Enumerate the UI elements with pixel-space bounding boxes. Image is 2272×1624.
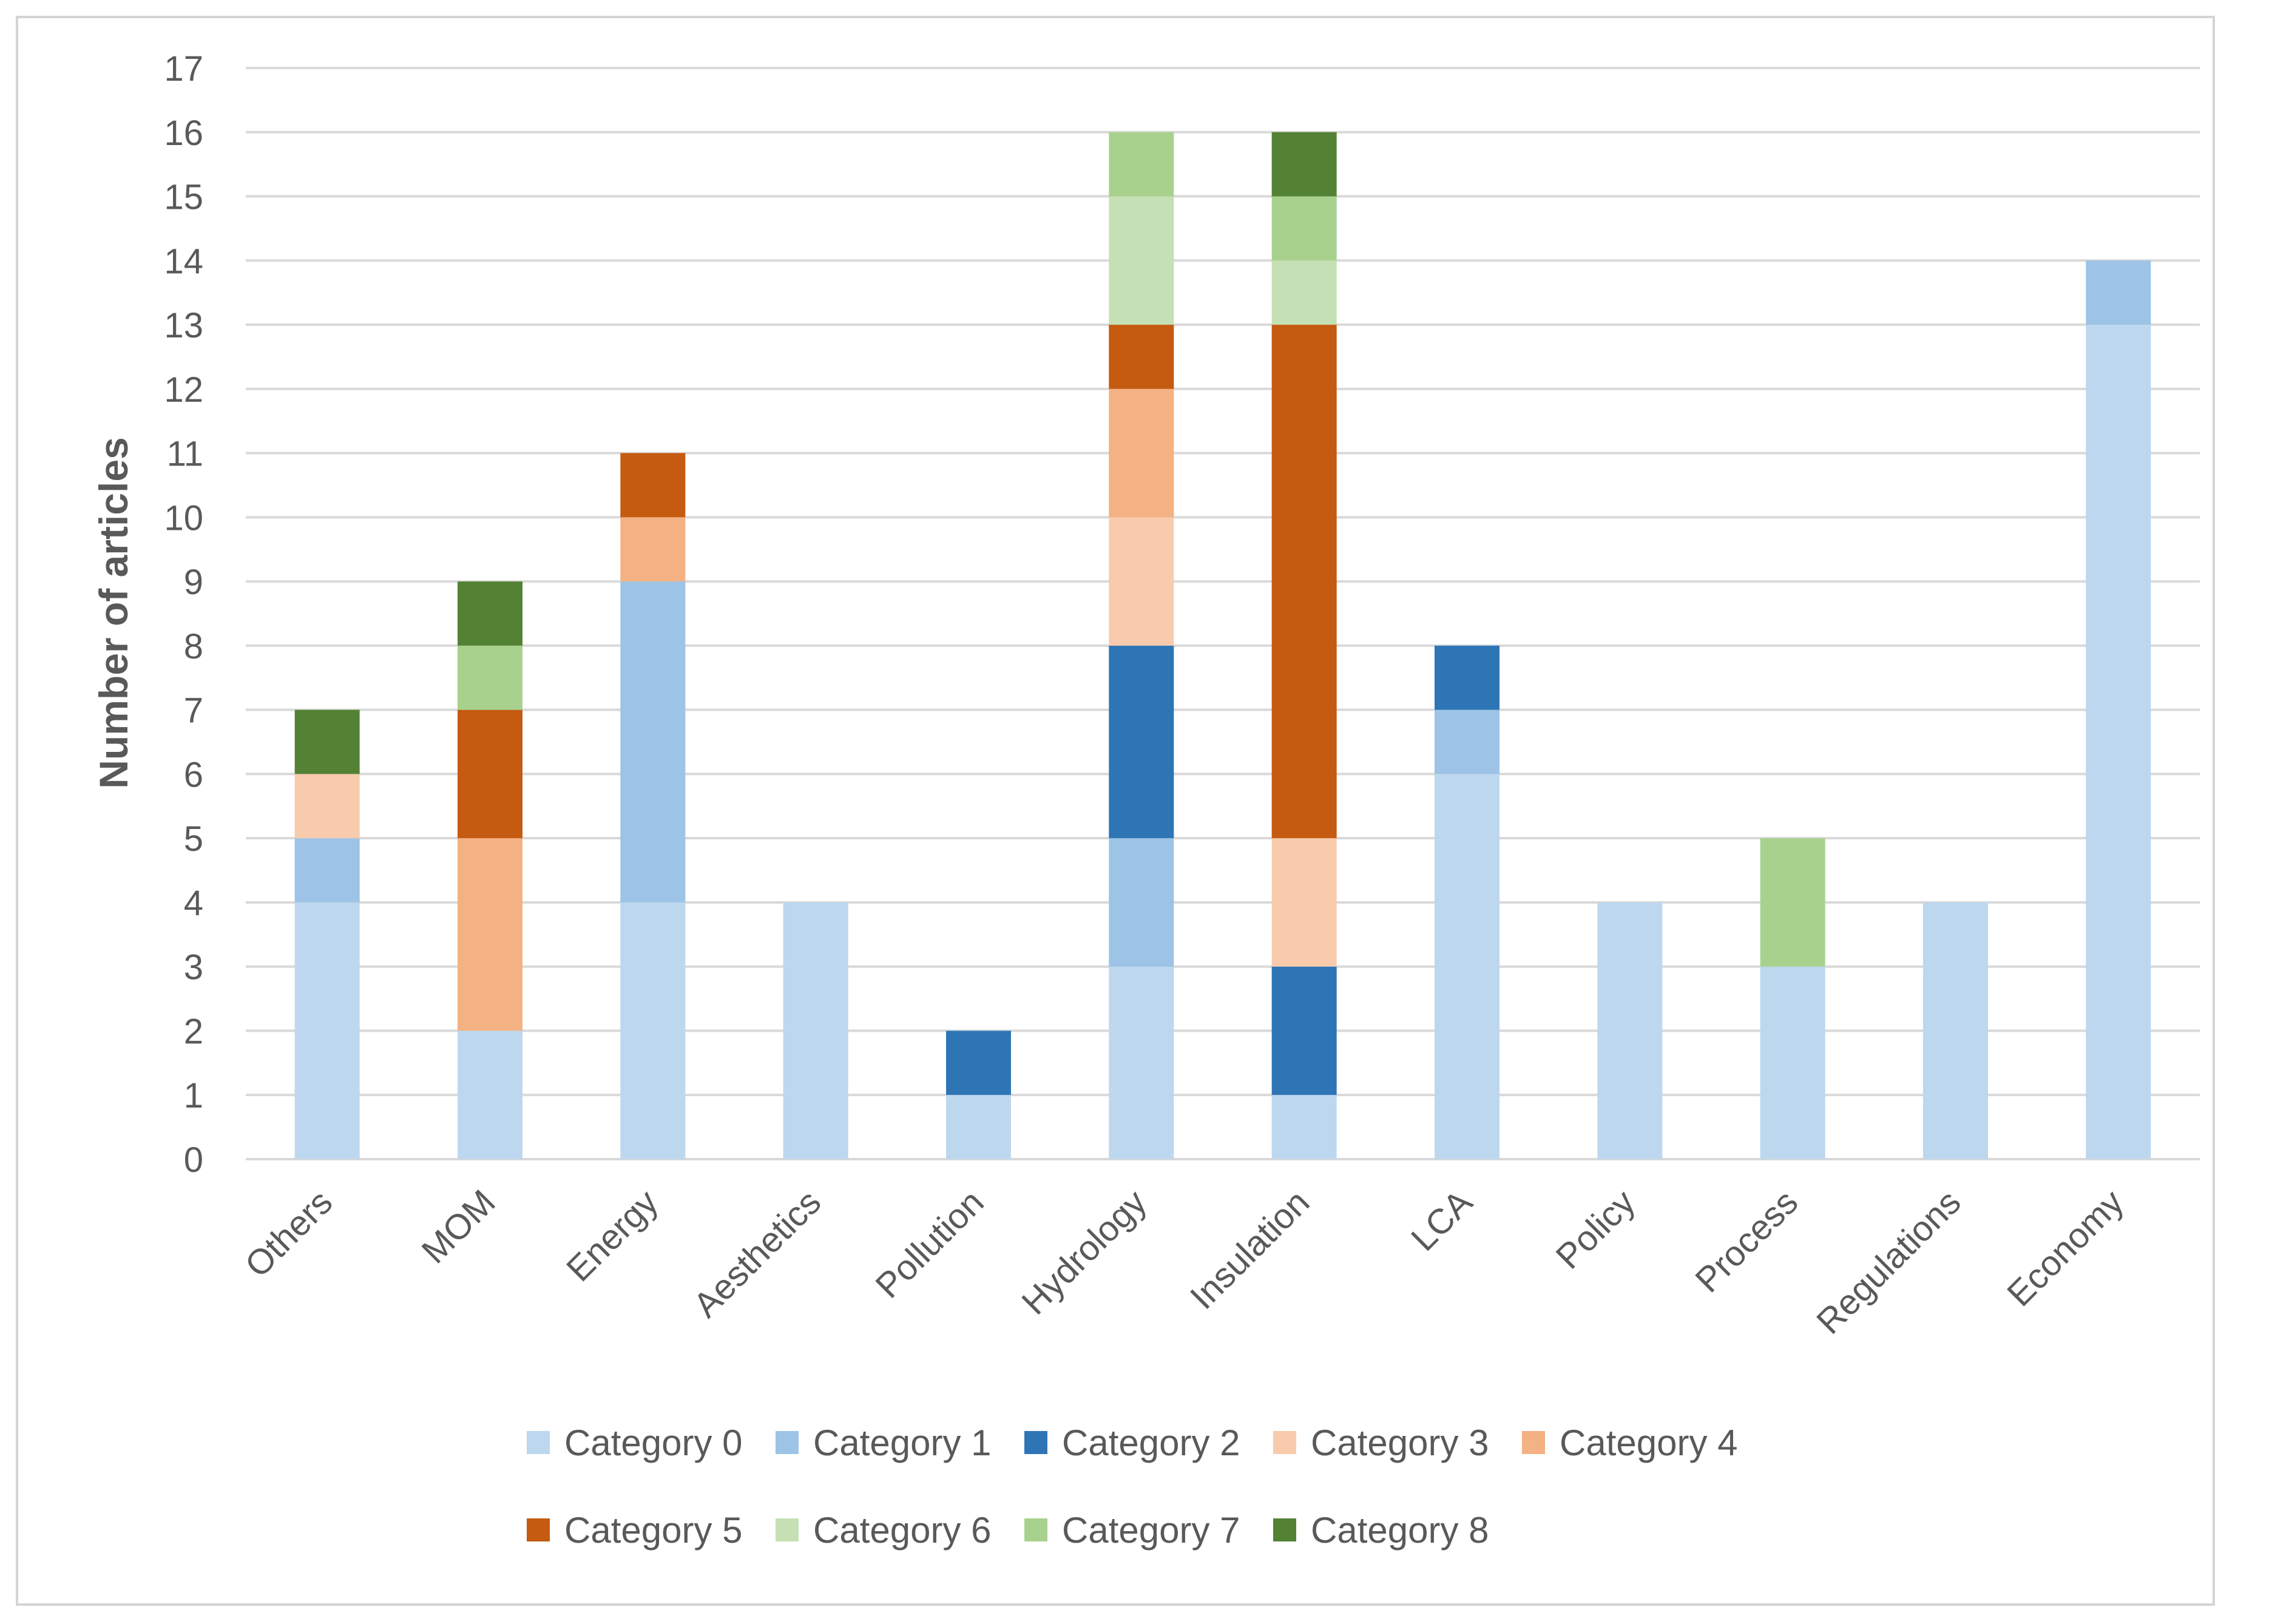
- bar-segment: [2086, 325, 2151, 1159]
- bar-segment: [946, 1095, 1011, 1159]
- x-tick-label: Regulations: [1809, 1182, 1969, 1342]
- legend-swatch: [1024, 1518, 1047, 1541]
- y-tick-label: 13: [164, 306, 203, 345]
- legend-label: Category 8: [1311, 1510, 1489, 1551]
- y-tick-label: 12: [164, 370, 203, 410]
- bar-segment: [1109, 838, 1174, 967]
- bar-segment: [1760, 838, 1825, 967]
- legend-label: Category 7: [1062, 1510, 1240, 1551]
- x-tick-label: LCA: [1404, 1182, 1480, 1259]
- y-tick-label: 11: [167, 435, 203, 474]
- x-axis-ticks: Others MOM Energy Aesthetics Pollution Hydrol…: [237, 1182, 2131, 1342]
- bar-segment: [458, 838, 522, 1031]
- x-tick-label: MOM: [414, 1182, 502, 1271]
- bar-segment: [620, 581, 686, 902]
- bar-segment: [1271, 325, 1337, 839]
- x-tick-label: Energy: [559, 1182, 666, 1289]
- y-tick-label: 7: [184, 691, 203, 731]
- y-tick-label: 15: [164, 178, 203, 217]
- legend-label: Category 2: [1062, 1423, 1240, 1463]
- y-tick-label: 4: [184, 884, 203, 923]
- legend-swatch: [1273, 1518, 1296, 1541]
- x-tick-label: Insulation: [1183, 1182, 1317, 1317]
- legend-swatch: [527, 1431, 550, 1454]
- bar-segment: [1923, 902, 1988, 1159]
- bar-segment: [620, 902, 686, 1159]
- y-tick-label: 8: [184, 627, 203, 666]
- bar-segment: [620, 453, 686, 518]
- bar-segment: [1271, 132, 1337, 197]
- x-tick-label: Policy: [1549, 1182, 1643, 1276]
- bar-segment: [1597, 902, 1663, 1159]
- bar-segment: [1271, 1095, 1337, 1159]
- bar-segment: [1435, 709, 1499, 774]
- bar-segment: [1109, 966, 1174, 1159]
- y-tick-label: 3: [184, 948, 203, 987]
- legend-label: Category 4: [1560, 1423, 1738, 1463]
- y-tick-label: 6: [184, 755, 203, 794]
- legend-swatch: [1024, 1431, 1047, 1454]
- bar-segment: [458, 581, 522, 646]
- x-tick-label: Economy: [2000, 1182, 2131, 1314]
- x-tick-label: Pollution: [868, 1182, 991, 1305]
- bar-segment: [1435, 645, 1499, 710]
- x-tick-label: Aesthetics: [686, 1182, 828, 1325]
- legend-swatch: [1273, 1431, 1296, 1454]
- x-tick-label: Hydrology: [1014, 1182, 1154, 1322]
- y-tick-label: 17: [164, 49, 203, 89]
- x-tick-label: Process: [1688, 1182, 1805, 1300]
- y-tick-label: 9: [184, 563, 203, 602]
- legend-label: Category 5: [564, 1510, 743, 1551]
- gridlines: [246, 67, 2200, 1160]
- bar-segment: [1109, 388, 1174, 518]
- bar-segment: [1109, 196, 1174, 325]
- legend-label: Category 0: [564, 1423, 743, 1463]
- bar-segment: [294, 902, 360, 1159]
- bar-segment: [458, 709, 522, 839]
- y-tick-label: 5: [184, 819, 203, 859]
- bar-segment: [1109, 517, 1174, 646]
- y-tick-label: 0: [184, 1140, 203, 1180]
- legend-label: Category 1: [813, 1423, 992, 1463]
- bars: [294, 132, 2151, 1159]
- bar-segment: [1109, 132, 1174, 197]
- legend-swatch: [527, 1518, 550, 1541]
- legend-label: Category 3: [1311, 1423, 1489, 1463]
- bar-segment: [1271, 838, 1337, 967]
- legend-swatch: [1522, 1431, 1545, 1454]
- legend-label: Category 6: [813, 1510, 992, 1551]
- legend-swatch: [776, 1431, 799, 1454]
- bar-segment: [1435, 774, 1499, 1159]
- bar-segment: [946, 1030, 1011, 1095]
- y-tick-label: 10: [164, 498, 203, 538]
- bar-segment: [1109, 645, 1174, 839]
- legend: Category 0 Category 1 Category 2 Category 3…: [527, 1423, 1738, 1551]
- bar-segment: [1271, 260, 1337, 325]
- legend-swatch: [776, 1518, 799, 1541]
- y-tick-label: 16: [164, 113, 203, 153]
- y-tick-label: 2: [184, 1012, 203, 1051]
- y-axis-label: Number of articles: [91, 437, 136, 789]
- bar-segment: [783, 902, 848, 1159]
- bar-segment: [294, 709, 360, 774]
- x-tick-label: Others: [237, 1182, 340, 1285]
- bar-segment: [1109, 325, 1174, 389]
- bar-segment: [1760, 966, 1825, 1159]
- bar-segment: [1271, 196, 1337, 261]
- bar-segment: [458, 1030, 522, 1159]
- bar-segment: [458, 645, 522, 710]
- y-tick-label: 14: [164, 242, 203, 281]
- bar-segment: [294, 838, 360, 902]
- bar-segment: [620, 517, 686, 582]
- bar-segment: [1271, 966, 1337, 1095]
- bar-segment: [294, 774, 360, 839]
- y-tick-label: 1: [184, 1076, 203, 1115]
- bar-segment: [2086, 260, 2151, 325]
